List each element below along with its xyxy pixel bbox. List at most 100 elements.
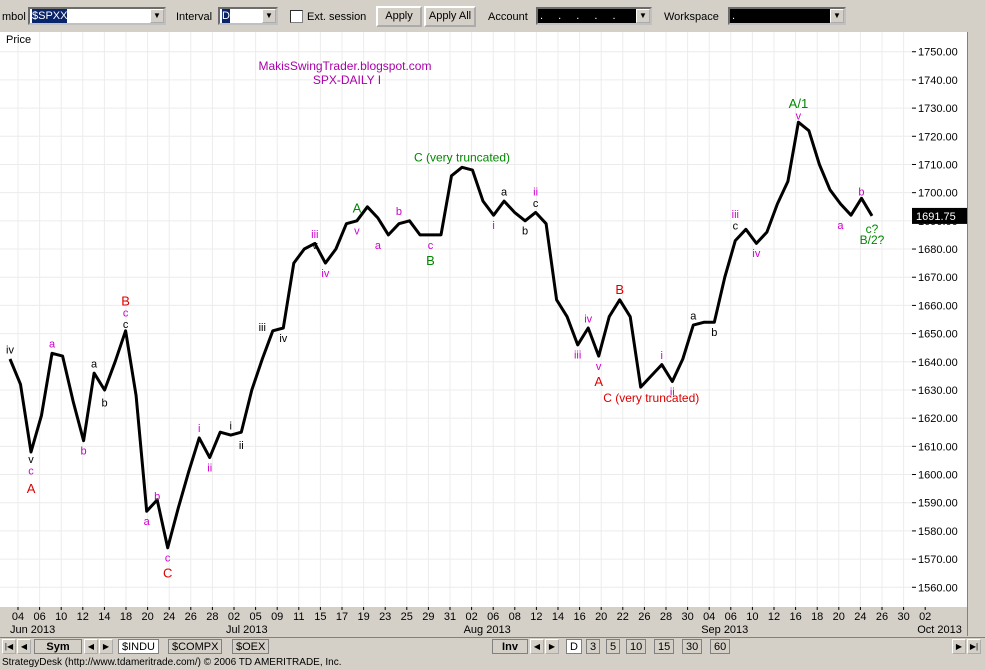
wave-label: i [230, 420, 232, 432]
date-tick-label: 12 [77, 611, 89, 623]
date-tick-label: 12 [530, 611, 542, 623]
date-tick-label: 09 [271, 611, 283, 623]
chart-panel[interactable]: Price MakisSwingTrader.blogspot.com SPX-… [0, 32, 926, 607]
wave-label: c [165, 553, 171, 565]
price-tick-label: 1700.00 [918, 188, 958, 200]
apply-all-button[interactable]: Apply All [424, 6, 476, 27]
inv-prev-icon[interactable]: ◀ [530, 639, 544, 654]
interval-tab-d[interactable]: D [566, 639, 582, 654]
price-axis-svg: 1750.00 1740.00 1730.00 1720.00 1710.00 1700.… [912, 47, 967, 594]
date-tick-label: 19 [357, 611, 369, 623]
wave-label: v [28, 454, 34, 466]
wave-label: i [661, 350, 663, 362]
last-price-box [912, 207, 967, 224]
sym-tab[interactable]: Sym [34, 639, 82, 654]
price-tick-label: 1720.00 [918, 131, 958, 143]
workspace-combo[interactable]: . ▼ [728, 7, 846, 25]
symbol-value: $SPXX [32, 9, 68, 23]
date-tick-label: 28 [660, 611, 672, 623]
account-label: Account [488, 11, 528, 23]
wave-label: ii [533, 186, 538, 198]
chart-title-line-2: SPX-DAILY I [313, 73, 381, 87]
price-tick-label: 1580.00 [918, 526, 958, 538]
panel-label: Price [6, 34, 31, 46]
wave-label: a [837, 220, 844, 232]
price-series-line [8, 120, 874, 550]
apply-button[interactable]: Apply [376, 6, 422, 27]
scroll-left-icon[interactable]: ◀ [17, 639, 31, 654]
interval-tab-10[interactable]: 10 [626, 639, 647, 654]
interval-tab-5[interactable]: 5 [606, 639, 621, 654]
price-tick-label: 1640.00 [918, 357, 958, 369]
interval-combo[interactable]: D ▼ [218, 7, 278, 25]
wave-label: iv [279, 333, 287, 345]
wave-label: i [492, 220, 494, 232]
tab-oex[interactable]: $OEX [232, 639, 270, 654]
wave-label: c [123, 319, 129, 331]
price-axis: 1750.00 1740.00 1730.00 1720.00 1710.00 1700.… [912, 32, 967, 607]
tab-compx[interactable]: $COMPX [168, 639, 223, 654]
chart-title-line-1: MakisSwingTrader.blogspot.com [259, 59, 432, 73]
wave-label: b [81, 446, 87, 458]
vertical-scrollbar[interactable] [967, 32, 985, 636]
account-combo[interactable]: . . . . . ▼ [536, 7, 652, 25]
interval-tab-15[interactable]: 15 [654, 639, 675, 654]
wave-label: A [353, 200, 362, 215]
date-tick-label: 23 [379, 611, 391, 623]
tab-next-icon[interactable]: ▶ [99, 639, 113, 654]
tab-prev-icon[interactable]: ◀ [84, 639, 98, 654]
date-tick-label: 10 [55, 611, 67, 623]
chevron-down-icon[interactable]: ▼ [830, 9, 844, 23]
workspace-value: . [732, 10, 736, 22]
date-tick-label: 06 [725, 611, 737, 623]
date-tick-label: 04 [703, 611, 715, 623]
wave-label: B [426, 253, 435, 268]
scroll-last-icon[interactable]: ▶| [967, 639, 981, 654]
wave-label: iii [259, 322, 266, 334]
interval-value: D [222, 9, 230, 23]
date-tick-label: 05 [249, 611, 261, 623]
wave-annotations: ivvcAababBccabcCiiiiiiiiiiviiivivAvabcBC… [6, 96, 885, 581]
date-tick-label: 12 [768, 611, 780, 623]
month-label: Jul 2013 [226, 624, 268, 636]
date-tick-label: 26 [185, 611, 197, 623]
price-tick-label: 1660.00 [918, 300, 958, 312]
chevron-down-icon[interactable]: ▼ [150, 9, 164, 23]
wave-label: iii [574, 350, 581, 362]
date-tick-label: 26 [876, 611, 888, 623]
date-tick-label: 15 [314, 611, 326, 623]
date-tick-label: 04 [12, 611, 24, 623]
wave-label: a [49, 339, 56, 351]
interval-tab-60[interactable]: 60 [710, 639, 731, 654]
interval-tab-3[interactable]: 3 [586, 639, 601, 654]
wave-label: b [522, 226, 528, 238]
wave-label: a [375, 240, 382, 252]
price-tick-label: 1560.00 [918, 582, 958, 594]
wave-label: v [796, 110, 802, 122]
price-tick-label: 1680.00 [918, 244, 958, 256]
date-tick-label: 24 [163, 611, 175, 623]
scroll-first-icon[interactable]: |◀ [2, 639, 16, 654]
date-axis-svg: 04 06 10 12 14 18 20 24 26 28 02 05 09 11 15 17 19 23 25 29… [10, 607, 962, 636]
inv-tab[interactable]: Inv [492, 639, 528, 654]
inv-next-icon[interactable]: ▶ [545, 639, 559, 654]
wave-label: C [163, 566, 172, 581]
date-tick-label: 02 [228, 611, 240, 623]
date-tick-label: 08 [509, 611, 521, 623]
date-tick-label: 11 [293, 611, 304, 623]
wave-label: b [858, 186, 864, 198]
scroll-right-icon[interactable]: ▶ [952, 639, 966, 654]
month-label: Aug 2013 [464, 624, 511, 636]
tab-indu[interactable]: $INDU [118, 639, 160, 654]
interval-tab-30[interactable]: 30 [682, 639, 703, 654]
ext-session-checkbox[interactable] [290, 10, 303, 23]
chevron-down-icon[interactable]: ▼ [262, 9, 276, 23]
chevron-down-icon[interactable]: ▼ [636, 9, 650, 23]
wave-label: iii [732, 209, 739, 221]
date-tick-label: 02 [919, 611, 931, 623]
wave-label: iv [584, 313, 592, 325]
symbol-combo[interactable]: $SPXX ▼ [28, 7, 166, 25]
date-tick-label: 22 [617, 611, 629, 623]
price-chart: Price MakisSwingTrader.blogspot.com SPX-… [0, 32, 926, 607]
price-tick-label: 1710.00 [918, 159, 958, 171]
